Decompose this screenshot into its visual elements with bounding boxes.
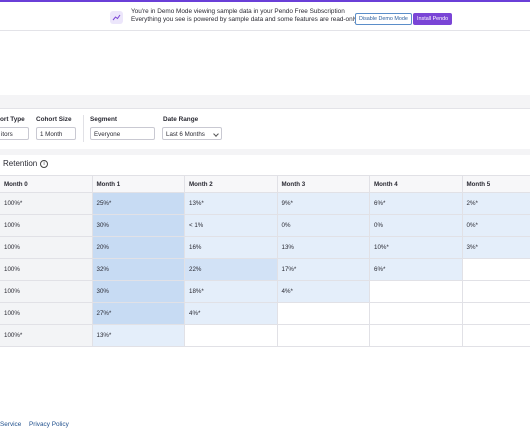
retention-cell: 100%* [0, 325, 93, 347]
retention-cell: 100%* [0, 193, 93, 215]
retention-cell: 100% [0, 237, 93, 259]
retention-cell: 30% [92, 215, 185, 237]
info-icon[interactable]: i [40, 160, 48, 168]
retention-cell: 18%* [185, 281, 278, 303]
retention-cell: 3%* [462, 237, 530, 259]
column-header: Month 3 [277, 176, 370, 193]
banner-icon-graphic [112, 14, 121, 21]
column-header: Month 1 [92, 176, 185, 193]
retention-cell: 6%* [370, 259, 463, 281]
filter-label: Date Range [163, 116, 199, 123]
retention-cell: 6%* [370, 193, 463, 215]
retention-cell: < 1% [185, 215, 278, 237]
column-header: Month 2 [185, 176, 278, 193]
terms-link[interactable]: Service [0, 421, 22, 428]
retention-cell: 0%* [462, 215, 530, 237]
retention-cell: 13% [277, 237, 370, 259]
empty-cell [370, 325, 463, 347]
retention-cell: 100% [0, 303, 93, 325]
retention-cell: 0% [277, 215, 370, 237]
empty-cell [185, 325, 278, 347]
retention-cell: 4%* [185, 303, 278, 325]
retention-cell: 13%* [185, 193, 278, 215]
filter-select[interactable]: 1 Month [36, 127, 76, 140]
filter-label: Segment [90, 116, 117, 123]
filter-select[interactable]: Everyone [90, 127, 155, 140]
top-accent [0, 0, 530, 2]
retention-cell: 0% [370, 215, 463, 237]
filter-select[interactable]: itors [0, 127, 29, 140]
separator [0, 95, 530, 108]
column-header: Month 5 [462, 176, 530, 193]
chevron [213, 131, 219, 137]
retention-cell: 25%* [92, 193, 185, 215]
retention-cell: 9%* [277, 193, 370, 215]
retention-cell: 30% [92, 281, 185, 303]
section-title: Retention [3, 159, 38, 168]
empty-cell [462, 259, 530, 281]
retention-cell: 27%* [92, 303, 185, 325]
retention-cell: 100% [0, 281, 93, 303]
empty-cell [462, 303, 530, 325]
retention-table: Month 0 Month 1 Month 2 Month 3 Month 4 Month… [0, 175, 530, 349]
filter-label: Cohort Size [36, 116, 72, 123]
retention-cell: 100% [0, 215, 93, 237]
empty-cell [370, 303, 463, 325]
demo-banner: You're in Demo Mode viewing sample data … [0, 2, 530, 31]
separator [0, 149, 530, 155]
retention-cell: 4%* [277, 281, 370, 303]
banner-icon [110, 11, 123, 24]
privacy-link[interactable]: Privacy Policy [29, 421, 69, 428]
filter-value: Last 6 Months [166, 131, 205, 138]
retention-cell: 100% [0, 259, 93, 281]
empty-cell [462, 281, 530, 303]
filter-bar: ort Type itors Cohort Size 1 Month Segme… [0, 108, 530, 150]
retention-cell: 22% [185, 259, 278, 281]
banner-title: You're in Demo Mode viewing sample data … [131, 8, 345, 15]
empty-cell [277, 303, 370, 325]
filter-label: ort Type [0, 116, 25, 123]
filter-select[interactable]: Last 6 Months [162, 127, 222, 140]
empty-cell [462, 325, 530, 347]
retention-cell: 16% [185, 237, 278, 259]
disable-demo-button[interactable]: Disable Demo Mode [355, 13, 412, 25]
retention-cell: 13%* [92, 325, 185, 347]
empty-cell [370, 281, 463, 303]
retention-cell: 10%* [370, 237, 463, 259]
column-header: Month 4 [370, 176, 463, 193]
retention-cell: 20% [92, 237, 185, 259]
column-header: Month 0 [0, 176, 93, 193]
retention-cell: 17%* [277, 259, 370, 281]
banner-subtitle: Everything you see is powered by sample … [131, 16, 359, 23]
retention-cell: 2%* [462, 193, 530, 215]
divider [83, 115, 84, 142]
install-button[interactable]: Install Pendo [413, 13, 453, 25]
empty-cell [277, 325, 370, 347]
retention-cell: 32% [92, 259, 185, 281]
